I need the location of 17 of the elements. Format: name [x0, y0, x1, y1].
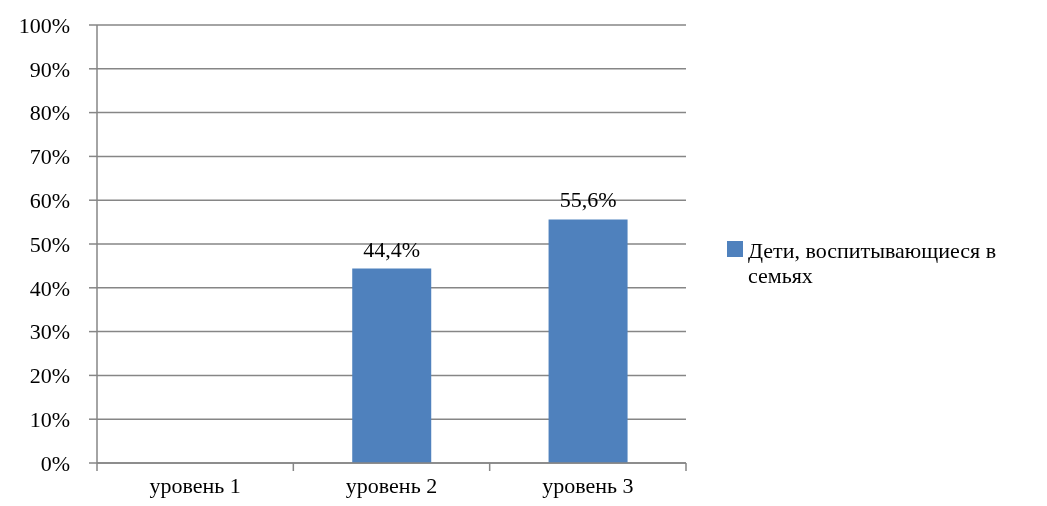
- y-tick-label: 70%: [29, 144, 70, 170]
- y-tick-label: 10%: [29, 407, 70, 433]
- legend-label: Дети, воспитывающиеся в семьях: [748, 238, 997, 288]
- y-tick-label: 30%: [29, 319, 70, 345]
- y-tick-label: 0%: [40, 450, 70, 476]
- y-tick-label: 50%: [29, 231, 70, 257]
- y-tick-label: 40%: [29, 275, 70, 301]
- y-tick-label: 100%: [18, 12, 70, 38]
- y-tick-label: 80%: [29, 100, 70, 126]
- data-label: 44,4%: [363, 236, 421, 262]
- x-tick-label: уровень 1: [149, 472, 241, 498]
- y-tick-label: 60%: [29, 188, 70, 214]
- x-tick-label: уровень 2: [345, 472, 438, 498]
- y-tick-label: 20%: [29, 363, 70, 389]
- x-tick-label: уровень 3: [542, 472, 634, 498]
- data-label: 55,6%: [559, 187, 617, 213]
- y-tick-label: 90%: [29, 56, 70, 82]
